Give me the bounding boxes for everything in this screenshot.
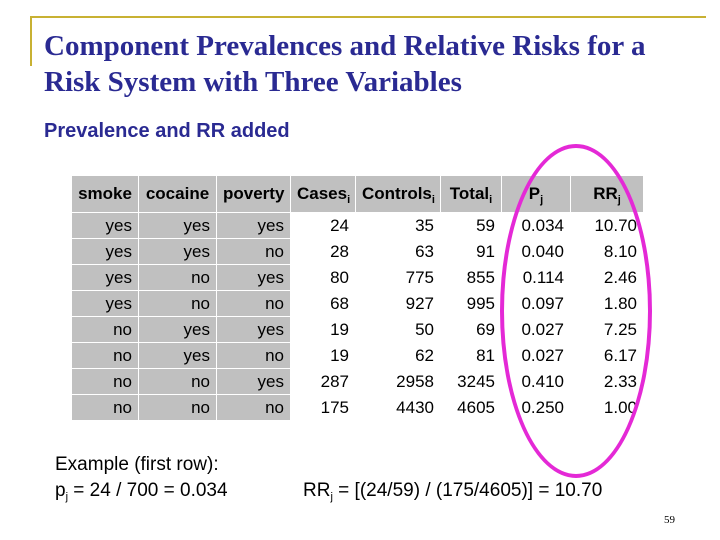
table-cell: 81 — [440, 342, 502, 369]
header-cell: Controlsi — [355, 175, 441, 213]
header-cell: cocaine — [138, 175, 217, 213]
table-cell: no — [138, 264, 217, 291]
frame-top-rule — [30, 16, 706, 18]
example-heading: Example (first row): — [55, 454, 219, 475]
header-label: Cases — [297, 184, 348, 203]
table-cell: no — [71, 394, 139, 421]
table-cell: 91 — [440, 238, 502, 265]
rr-formula: RRj = [(24/59) / (175/4605)] = 10.70 — [303, 478, 602, 506]
header-label: poverty — [223, 184, 285, 203]
table-cell: no — [216, 290, 291, 317]
table-cell: 2958 — [355, 368, 441, 395]
table-cell: 59 — [440, 212, 502, 239]
table-cell: yes — [138, 342, 217, 369]
table-cell: 19 — [290, 316, 356, 343]
table-cell: 995 — [440, 290, 502, 317]
table-cell: 28 — [290, 238, 356, 265]
header-cell: poverty — [216, 175, 291, 213]
table-cell: no — [71, 316, 139, 343]
table-cell: no — [216, 394, 291, 421]
table-cell: 63 — [355, 238, 441, 265]
table-cell: 4605 — [440, 394, 502, 421]
table-cell: no — [138, 368, 217, 395]
table-cell: no — [216, 238, 291, 265]
example-block: Example (first row): pj = 24 / 700 = 0.0… — [55, 452, 228, 506]
table-cell: 4430 — [355, 394, 441, 421]
table-cell: 19 — [290, 342, 356, 369]
table-cell: no — [138, 290, 217, 317]
table-cell: yes — [71, 290, 139, 317]
table-cell: no — [216, 342, 291, 369]
table-cell: no — [71, 342, 139, 369]
table-cell: 68 — [290, 290, 356, 317]
table-cell: yes — [71, 264, 139, 291]
table-cell: 175 — [290, 394, 356, 421]
table-cell: 287 — [290, 368, 356, 395]
rr-expression: = [(24/59) / (175/4605)] = 10.70 — [332, 480, 603, 501]
header-label: cocaine — [145, 184, 210, 203]
highlight-ellipse — [500, 144, 652, 478]
table-cell: 50 — [355, 316, 441, 343]
header-subscript: i — [431, 194, 435, 206]
table-cell: yes — [71, 212, 139, 239]
rr-subscript: j — [330, 491, 333, 503]
table-cell: yes — [138, 238, 217, 265]
header-cell: smoke — [71, 175, 139, 213]
header-cell: Casesi — [290, 175, 356, 213]
header-subscript: i — [489, 194, 493, 206]
table-header-row: smoke cocaine poverty Casesi Controlsi Totali… — [71, 175, 644, 213]
header-label: Controls — [362, 184, 432, 203]
table-cell: no — [138, 394, 217, 421]
table-cell: yes — [138, 316, 217, 343]
table-cell: yes — [71, 238, 139, 265]
header-subscript: i — [347, 194, 351, 206]
p-expression: = 24 / 700 = 0.034 — [68, 480, 228, 501]
table-cell: yes — [216, 316, 291, 343]
rr-symbol: RR — [303, 480, 331, 501]
header-label: smoke — [78, 184, 132, 203]
page-number: 59 — [664, 514, 675, 526]
table-cell: yes — [216, 264, 291, 291]
p-formula: pj = 24 / 700 = 0.034 — [55, 480, 228, 503]
table-cell: no — [71, 368, 139, 395]
table-cell: 3245 — [440, 368, 502, 395]
slide-subtitle: Prevalence and RR added — [44, 120, 290, 142]
table-cell: 69 — [440, 316, 502, 343]
table-cell: yes — [138, 212, 217, 239]
table-cell: 24 — [290, 212, 356, 239]
table-cell: 775 — [355, 264, 441, 291]
frame-left-rule — [30, 16, 32, 66]
table-cell: 855 — [440, 264, 502, 291]
p-symbol: p — [55, 480, 66, 501]
table-cell: 62 — [355, 342, 441, 369]
header-label: Total — [449, 184, 490, 203]
header-cell: Totali — [440, 175, 502, 213]
table-cell: yes — [216, 212, 291, 239]
slide-title: Component Prevalences and Relative Risks… — [44, 30, 646, 98]
table-cell: 80 — [290, 264, 356, 291]
table-cell: 927 — [355, 290, 441, 317]
table-cell: yes — [216, 368, 291, 395]
p-subscript: j — [65, 491, 69, 503]
table-cell: 35 — [355, 212, 441, 239]
